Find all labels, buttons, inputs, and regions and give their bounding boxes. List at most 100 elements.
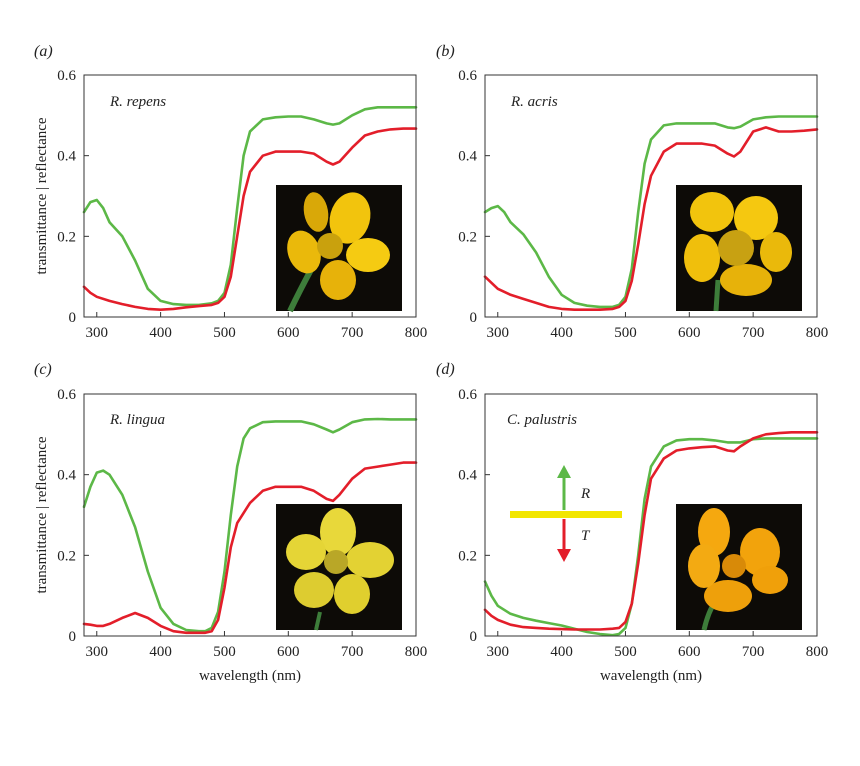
flower-petal: [329, 192, 371, 244]
flower-petal: [303, 192, 329, 232]
flower-stem: [314, 611, 322, 631]
flower-photo-inset: [276, 185, 402, 313]
series-lines: [483, 431, 819, 637]
x-tick-label: 400: [149, 644, 172, 660]
y-tick-label: 0.4: [458, 149, 477, 165]
x-tick-label: 400: [550, 325, 573, 341]
y-tick-label: 0: [470, 310, 478, 326]
flower-petal: [294, 572, 334, 608]
x-tick-label: 800: [806, 325, 829, 341]
transmittance-label: T: [581, 528, 591, 544]
panel-letter: (a): [34, 43, 53, 60]
petal-layer-bar: [510, 511, 622, 518]
plot-frame: [484, 74, 818, 318]
x-tick-label: 600: [277, 644, 300, 660]
y-tick-label: 0.2: [458, 229, 477, 245]
flower-petal: [698, 508, 730, 556]
plot-frame: [484, 393, 818, 637]
y-axis-label-top: transmittance | reflectance: [34, 117, 50, 274]
x-tick-label: 600: [678, 325, 701, 341]
x-tick-label: 500: [213, 644, 236, 660]
flower-stem: [713, 279, 721, 312]
transmittance-line: [82, 461, 418, 635]
y-tick-label: 0.4: [458, 468, 477, 484]
y-tick-label: 0: [69, 629, 77, 645]
x-tick-label: 300: [86, 644, 109, 660]
reflectance-line: [483, 115, 819, 309]
reflect-transmit-legend-diagram: R T: [510, 465, 622, 562]
flower-petal: [287, 230, 321, 274]
flower-petal: [346, 238, 390, 272]
species-label: R. acris: [510, 94, 558, 110]
x-axis-label-right: wavelength (nm): [600, 668, 702, 684]
flower-petal: [286, 534, 326, 570]
x-tick-label: 700: [742, 325, 765, 341]
x-tick-label: 400: [550, 644, 573, 660]
x-axis-ticks: 300 400 500 600 700 800: [86, 312, 427, 341]
y-axis-ticks: 0 0.2 0.4 0.6: [57, 68, 89, 326]
y-tick-label: 0.6: [57, 387, 76, 403]
series-lines: [483, 115, 819, 311]
flower-petal: [320, 508, 356, 556]
species-label: R. repens: [109, 94, 166, 110]
y-tick-label: 0: [69, 310, 77, 326]
y-tick-label: 0.2: [458, 548, 477, 564]
x-tick-label: 700: [742, 644, 765, 660]
panel-c: (c) R. lingua 300 400 500 600 700 800 0 0.2 0.4…: [34, 361, 427, 660]
y-tick-label: 0.6: [57, 68, 76, 84]
panel-letter: (d): [436, 361, 455, 378]
flower-center: [317, 233, 343, 259]
y-axis-ticks: 0 0.2 0.4 0.6: [57, 387, 89, 645]
transmittance-line: [483, 126, 819, 311]
y-tick-label: 0.2: [57, 548, 76, 564]
panel-a: (a) R. repens 300 400 500 600 700 800 0 0.2 0.4…: [34, 43, 427, 341]
y-axis-ticks: 0 0.2 0.4 0.6: [458, 387, 490, 645]
transmission-arrow-icon: [557, 549, 571, 562]
x-tick-label: 500: [614, 325, 637, 341]
x-axis-ticks: 300 400 500 600 700 800: [86, 631, 428, 660]
panel-letter: (b): [436, 43, 455, 60]
y-tick-label: 0: [470, 629, 478, 645]
x-tick-label: 800: [806, 644, 829, 660]
series-lines: [82, 417, 418, 635]
y-tick-label: 0.6: [458, 68, 477, 84]
flower-petal: [740, 528, 780, 576]
x-tick-label: 300: [487, 325, 510, 341]
x-tick-label: 800: [405, 644, 428, 660]
transmittance-line: [483, 431, 819, 631]
x-tick-label: 600: [678, 644, 701, 660]
flower-petal: [688, 544, 720, 588]
x-tick-label: 300: [86, 325, 109, 341]
flower-petal: [334, 574, 370, 614]
species-label: R. lingua: [109, 412, 165, 428]
y-tick-label: 0.4: [57, 468, 76, 484]
y-axis-ticks: 0 0.2 0.4 0.6: [458, 68, 490, 326]
reflectance-label: R: [580, 486, 590, 502]
flower-center: [722, 554, 746, 578]
series-lines: [82, 106, 418, 311]
y-tick-label: 0.2: [57, 229, 76, 245]
panel-b: (b) R. acris 300 400 500 600 700 800 00.20.40…: [436, 43, 828, 341]
transmittance-line: [82, 127, 418, 311]
species-label: C. palustris: [507, 412, 577, 428]
x-tick-label: 300: [487, 644, 510, 660]
plot-frame: [83, 74, 417, 318]
y-axis-label-bottom: transmittance | reflectance: [34, 436, 50, 593]
flower-petal: [760, 232, 792, 272]
flower-petal: [684, 234, 720, 282]
reflectance-line: [82, 106, 418, 307]
flower-petal: [690, 192, 734, 232]
x-tick-label: 500: [614, 644, 637, 660]
x-tick-label: 500: [213, 325, 236, 341]
plot-frame: [83, 393, 417, 637]
x-axis-ticks: 300 400 500 600 700 800: [487, 631, 829, 660]
x-tick-label: 700: [341, 325, 364, 341]
flower-center: [324, 550, 348, 574]
x-tick-label: 600: [277, 325, 300, 341]
y-tick-label: 0.4: [57, 149, 76, 165]
flower-photo-inset: [676, 185, 802, 312]
flower-petal: [346, 542, 394, 578]
flower-photo-inset: [676, 504, 802, 631]
reflection-arrow-icon: [557, 465, 571, 478]
flower-center: [718, 230, 754, 266]
